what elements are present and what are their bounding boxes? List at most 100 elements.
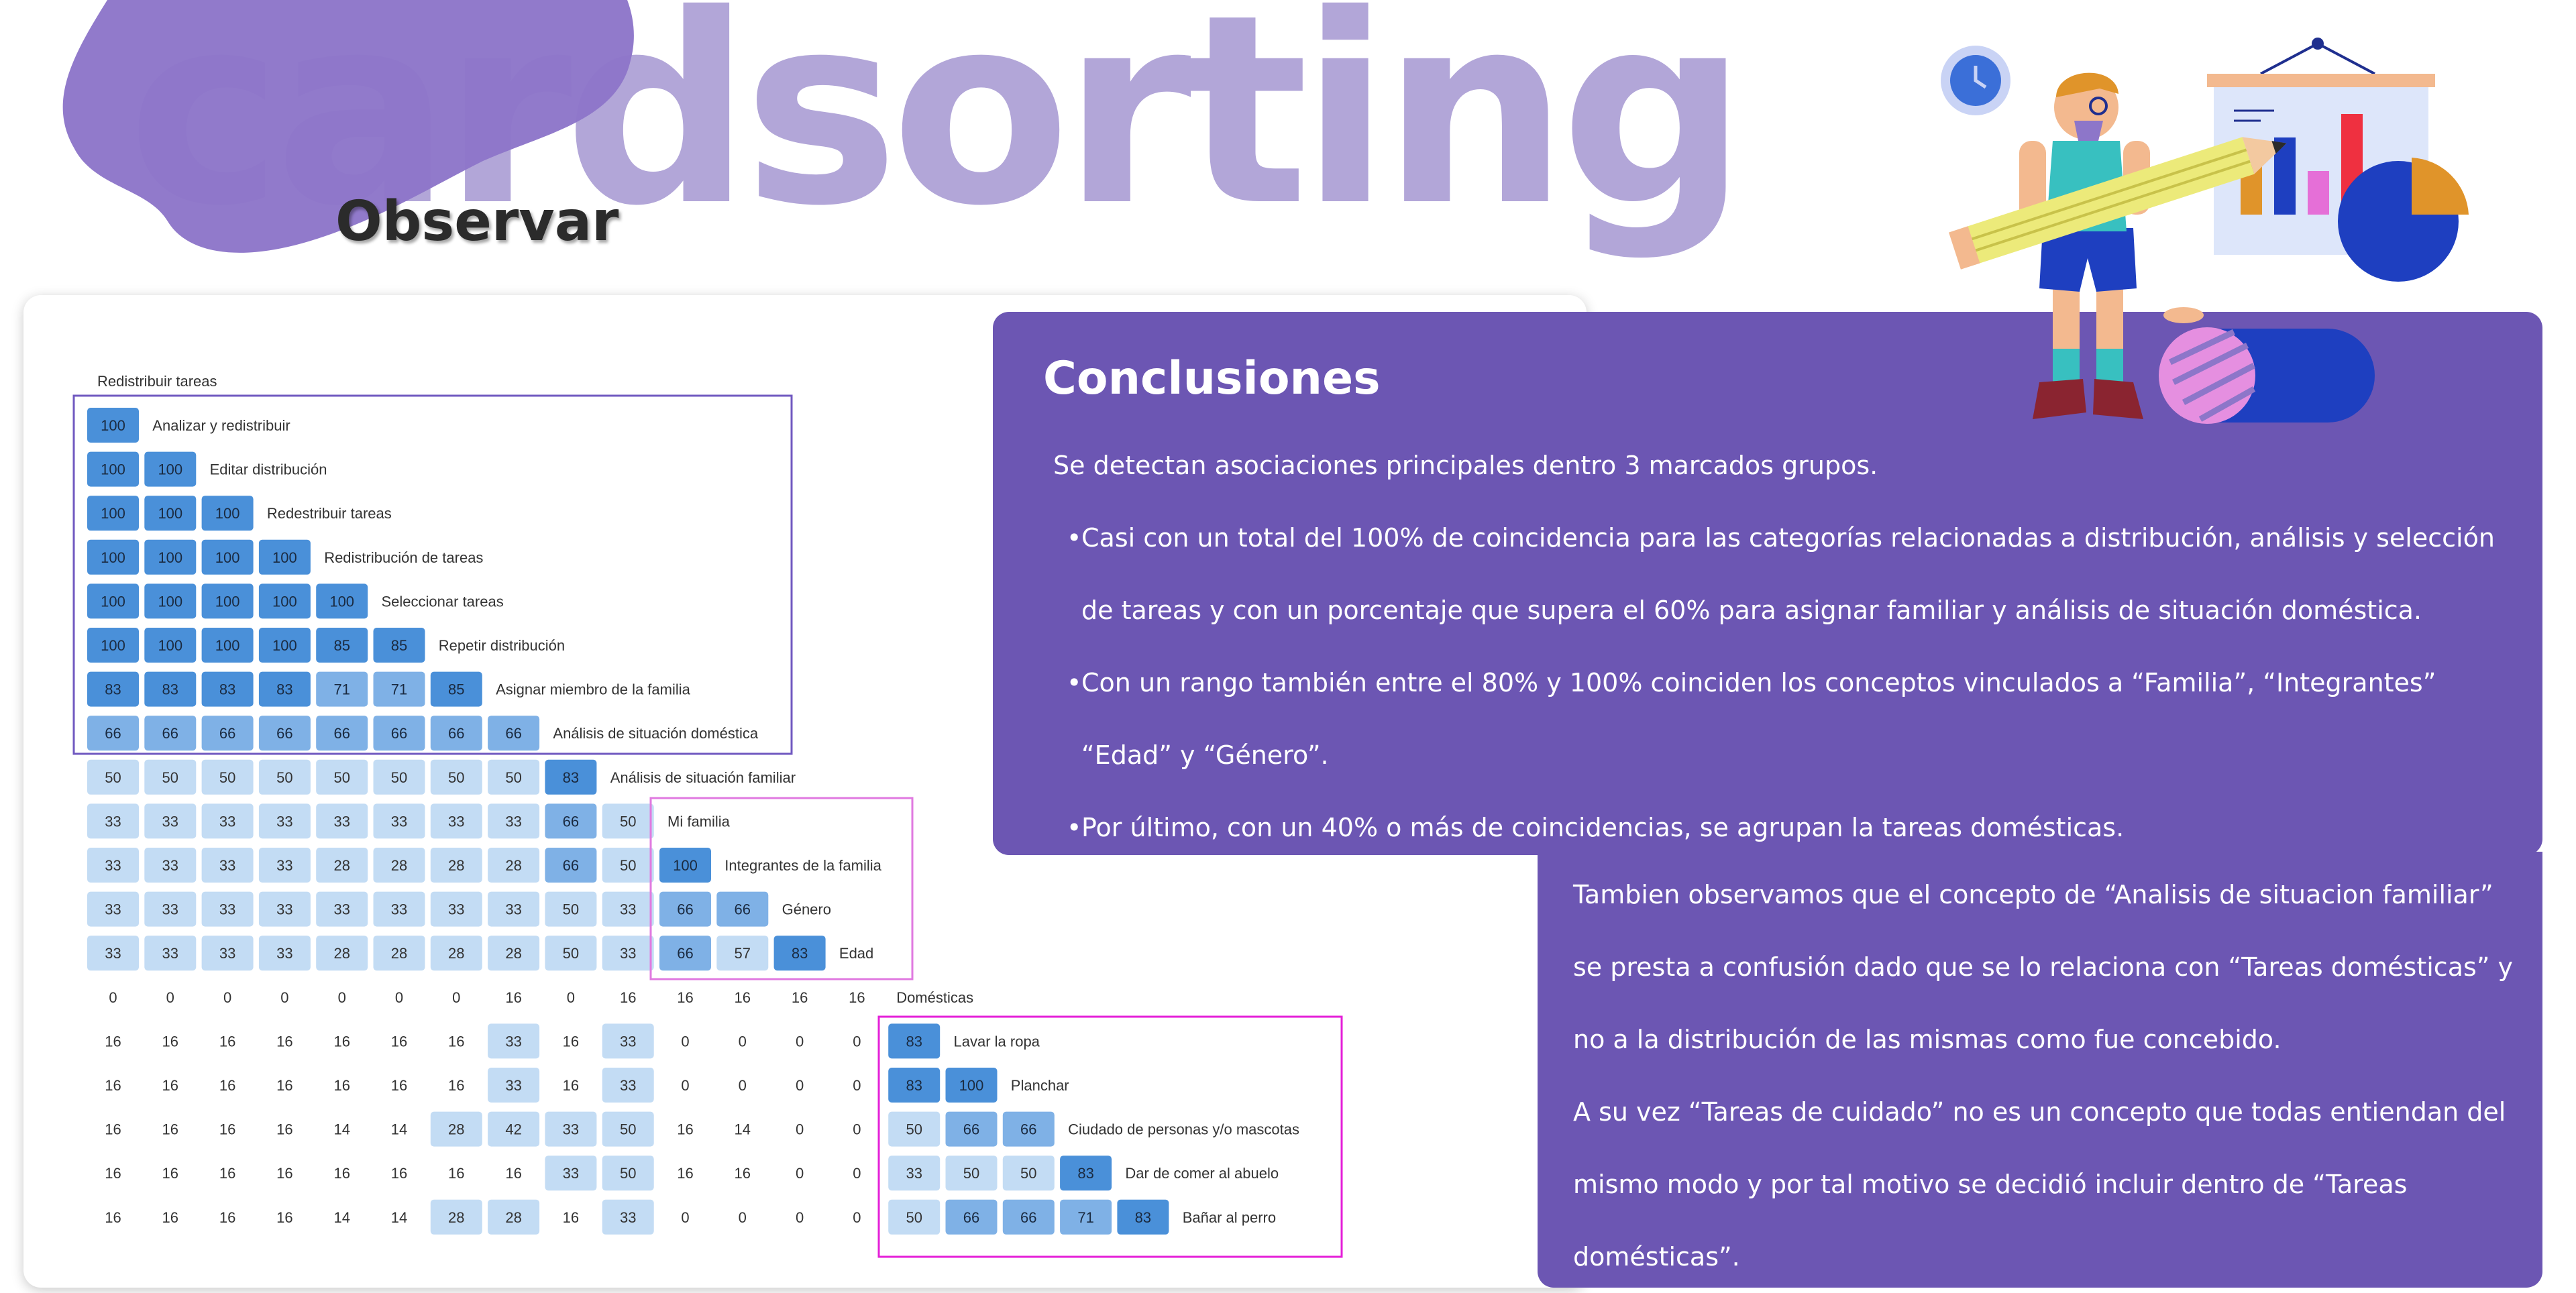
person-icon [1948,72,2287,419]
matrix-cell [144,451,197,487]
matrix-cell [316,671,368,707]
matrix-cell-value: 0 [166,989,174,1006]
matrix-cell [316,803,368,839]
matrix-cell-value: 83 [1077,1165,1093,1182]
matrix-cell-value: 50 [963,1165,979,1182]
matrix-cell-value: 28 [505,945,521,962]
matrix-cell [430,1111,482,1147]
matrix-cell [430,671,482,707]
matrix-cell-value: 16 [219,1121,235,1138]
matrix-cell [888,1156,941,1191]
matrix-cell-value: 83 [105,681,121,698]
matrix-cell-value: 50 [105,769,121,786]
matrix-cell [316,848,368,883]
matrix-cell [488,1023,540,1059]
matrix-cell-value: 33 [563,1165,579,1182]
matrix-cell [258,716,311,751]
matrix-cell [545,759,597,795]
matrix-cell-value: 16 [391,1033,407,1050]
matrix-cell-value: 0 [223,989,231,1006]
matrix-cell-value: 33 [276,945,292,962]
matrix-cell-value: 16 [105,1165,121,1182]
matrix-cell [258,803,311,839]
matrix-cell [430,759,482,795]
matrix-cell [545,1111,597,1147]
matrix-cell-value: 0 [853,1209,861,1226]
matrix-cell-value: 50 [448,769,464,786]
conclusion-item: Casi con un total del 100% de coincidenc… [1053,502,2522,646]
matrix-cell-value: 100 [215,505,240,522]
matrix-cell [316,628,368,663]
matrix-cell-value: 0 [681,1209,689,1226]
matrix-cell-value: 16 [276,1209,292,1226]
matrix-cell-value: 0 [796,1077,804,1094]
matrix-cell-value: 33 [333,813,350,830]
matrix-cell [316,759,368,795]
matrix-cell [659,848,711,883]
matrix-cell-value: 0 [739,1033,747,1050]
matrix-cell [602,936,654,971]
matrix-cell [201,848,254,883]
matrix-cell-value: 66 [563,857,579,874]
matrix-row-label: Repetir distribución [439,637,565,654]
matrix-cell-value: 33 [219,857,235,874]
matrix-cell [1002,1199,1055,1235]
matrix-cell-value: 16 [563,1033,579,1050]
matrix-cell-value: 57 [735,945,751,962]
matrix-cell [602,1156,654,1191]
matrix-cell [602,891,654,927]
matrix-cell-value: 16 [333,1077,350,1094]
matrix-cell-value: 16 [448,1077,464,1094]
matrix-cell-value: 14 [333,1121,350,1138]
matrix-cell-value: 85 [391,637,407,654]
matrix-cell-value: 50 [505,769,521,786]
matrix-cell [201,936,254,971]
matrix-cell [945,1068,998,1103]
matrix-cell [87,628,139,663]
matrix-cell-value: 33 [162,857,178,874]
decorative-blob [62,0,634,253]
matrix-cell-value: 100 [158,461,182,478]
matrix-row-label: Redestribuir tareas [267,505,392,522]
matrix-cell-value: 16 [792,989,808,1006]
matrix-cell-value: 0 [853,1165,861,1182]
matrix-cell-value: 71 [333,681,350,698]
matrix-cell-value: 50 [391,769,407,786]
matrix-cell-value: 33 [620,1209,636,1226]
matrix-cell [87,539,139,575]
matrix-cell [888,1199,941,1235]
conclusion-item: Por último, con un 40% o más de coincide… [1053,791,2522,864]
matrix-cell-value: 16 [219,1077,235,1094]
matrix-cell-value: 16 [219,1165,235,1182]
matrix-cell [87,583,139,619]
matrix-cell [430,803,482,839]
matrix-cell [144,803,197,839]
matrix-row-label: Dar de comer al abuelo [1125,1165,1279,1182]
matrix-cell-value: 42 [505,1121,521,1138]
matrix-row-label: Bañar al perro [1183,1209,1276,1226]
matrix-cell [945,1199,998,1235]
matrix-cell [1002,1111,1055,1147]
observations-panel [1538,852,2542,1288]
matrix-cell-value: 33 [620,901,636,918]
matrix-cell [144,671,197,707]
matrix-cell [144,716,197,751]
matrix-cell [258,628,311,663]
matrix-cell-value: 0 [796,1165,804,1182]
matrix-cell-value: 16 [735,989,751,1006]
matrix-cell [488,759,540,795]
observations-body: Tambien observamos que el concepto de “A… [1573,858,2526,1293]
matrix-cell [488,891,540,927]
matrix-cell-value: 16 [333,1033,350,1050]
matrix-cell-value: 71 [391,681,407,698]
matrix-cell [602,1199,654,1235]
matrix-cell [373,891,425,927]
matrix-cell [488,1068,540,1103]
matrix-cell-value: 0 [109,989,117,1006]
matrix-cell-value: 16 [448,1033,464,1050]
matrix-cell [488,803,540,839]
matrix-row-label: Ciudado de personas y/o mascotas [1068,1121,1299,1138]
matrix-cell-value: 33 [448,901,464,918]
matrix-cell-value: 0 [395,989,403,1006]
matrix-cell [430,936,482,971]
